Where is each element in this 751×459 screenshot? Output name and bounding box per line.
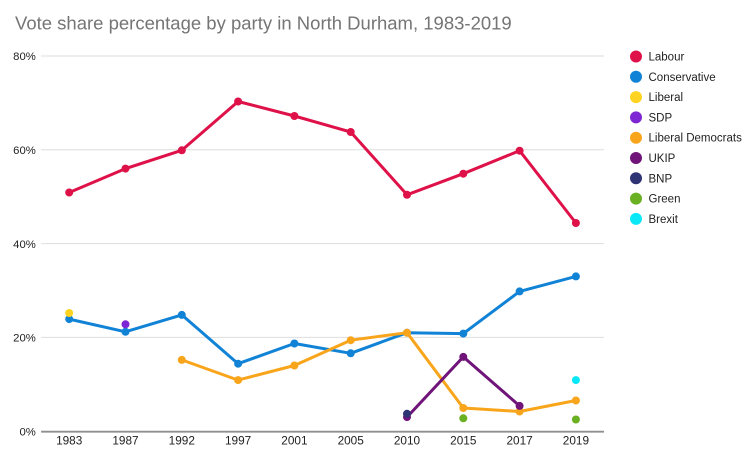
svg-text:1997: 1997	[225, 433, 251, 447]
svg-text:Liberal Democrats: Liberal Democrats	[649, 133, 743, 145]
svg-text:2005: 2005	[338, 433, 365, 447]
svg-text:Brexit: Brexit	[649, 214, 679, 226]
svg-text:60%: 60%	[13, 145, 36, 157]
svg-text:SDP: SDP	[649, 112, 673, 124]
svg-text:1992: 1992	[169, 433, 195, 447]
svg-text:20%: 20%	[13, 333, 36, 345]
svg-text:80%: 80%	[13, 51, 36, 63]
svg-text:1983: 1983	[56, 433, 83, 447]
svg-text:Green: Green	[649, 194, 681, 206]
svg-text:0%: 0%	[19, 426, 35, 438]
svg-text:2015: 2015	[450, 433, 477, 447]
svg-text:2019: 2019	[563, 433, 589, 447]
svg-text:2017: 2017	[506, 433, 532, 447]
svg-text:2001: 2001	[281, 433, 307, 447]
svg-text:2010: 2010	[394, 433, 421, 447]
svg-text:1987: 1987	[112, 433, 138, 447]
svg-text:Labour: Labour	[649, 52, 685, 64]
svg-text:Liberal: Liberal	[649, 92, 684, 104]
svg-text:UKIP: UKIP	[649, 153, 676, 165]
svg-text:40%: 40%	[13, 239, 36, 251]
svg-text:Vote share percentage by party: Vote share percentage by party in North …	[15, 13, 512, 34]
svg-text:BNP: BNP	[649, 173, 673, 185]
svg-text:Conservative: Conservative	[649, 72, 716, 84]
